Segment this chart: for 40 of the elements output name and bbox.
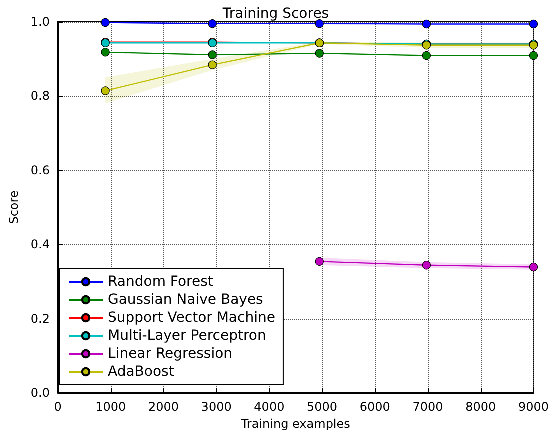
legend-label: AdaBoost [108, 364, 175, 380]
point [422, 51, 431, 60]
x-tick-label: 1000 [96, 400, 126, 414]
legend-label: Multi-Layer Perceptron [108, 328, 266, 344]
x-tick-label: 0 [54, 400, 62, 414]
legend-label: Linear Regression [108, 346, 233, 362]
legend-label: Support Vector Machine [108, 310, 276, 326]
y-tick-label: 0.6 [30, 163, 50, 178]
point [208, 20, 217, 28]
point [315, 49, 324, 58]
point [101, 48, 110, 57]
point [208, 50, 217, 60]
x-tick-label: 4000 [254, 400, 285, 414]
y-tick-label: 0.0 [30, 386, 50, 400]
point [422, 261, 431, 270]
y-tick-label: 0.2 [30, 312, 50, 326]
x-tick-label: 9000 [518, 400, 550, 414]
x-tick-label: 2000 [148, 400, 179, 414]
x-tick-label: 8000 [466, 400, 496, 414]
y-tick-label: 1.0 [30, 15, 50, 29]
point [315, 20, 324, 28]
point [529, 20, 538, 29]
x-tick-label: 3000 [201, 400, 232, 414]
x-axis-title: Training examples [240, 416, 350, 431]
y-tick-label: 0.4 [30, 238, 50, 252]
legend-label: Random Forest [108, 274, 214, 290]
y-axis-title: Score [7, 190, 21, 224]
legend-label: Gaussian Naive Bayes [108, 292, 264, 308]
point [315, 257, 324, 266]
x-tick-label: 6000 [360, 400, 390, 414]
x-tick-label: 5000 [307, 400, 338, 414]
point [422, 20, 431, 29]
point [529, 262, 538, 272]
y-tick-label: 0.8 [30, 89, 50, 104]
point [101, 18, 110, 28]
point [529, 51, 538, 60]
x-tick-label: 7000 [412, 400, 444, 414]
point [101, 86, 110, 96]
point [208, 60, 217, 70]
chart-title: Training Scores [222, 6, 330, 22]
